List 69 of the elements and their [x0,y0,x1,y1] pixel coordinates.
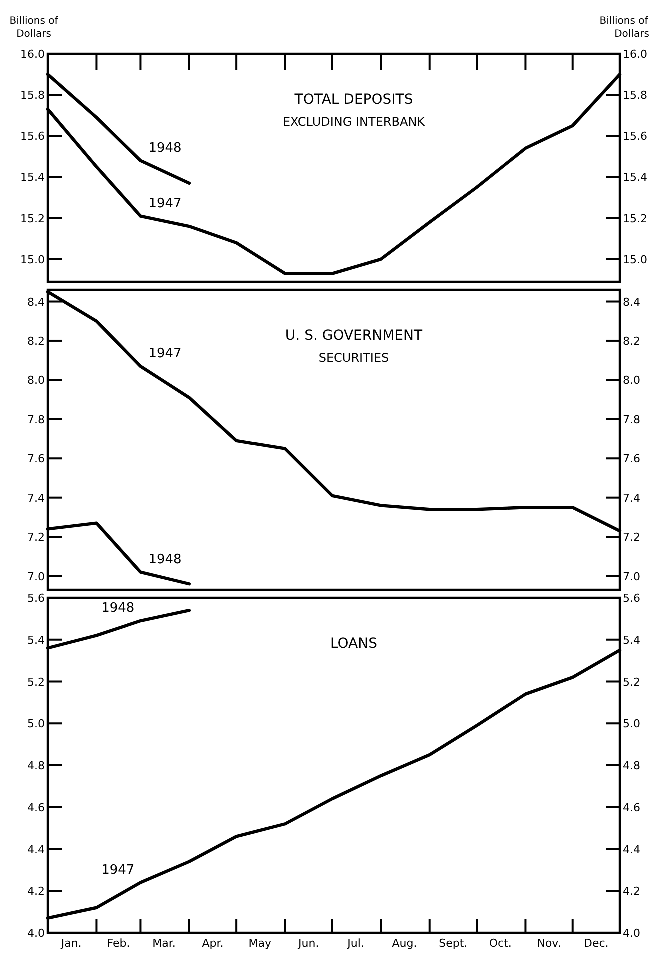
y2-tick-label: 15.2 [623,212,648,226]
y2-tick-label: 4.0 [623,927,640,940]
y2-tick-label: 15.6 [623,130,648,144]
y-tick-label: 8.4 [28,296,45,309]
series-label: 1947 [102,862,135,878]
series-label: 1948 [148,140,182,156]
y-tick-label: 15.0 [20,253,45,266]
y2-tick-label: 8.0 [623,374,640,388]
y-tick-label: 4.0 [28,927,45,940]
series-label: 1947 [148,196,182,212]
series-label: 1948 [102,601,135,616]
y2-tick-label: 7.0 [623,570,640,584]
y-tick-label: 7.2 [28,531,45,544]
y2-tick-label: 7.8 [623,413,640,426]
y-tick-label: 4.8 [28,760,45,772]
y-tick-label: 7.8 [28,413,45,426]
y-tick-label: 8.2 [28,334,45,348]
y-tick-label: 15.4 [20,171,45,184]
y-tick-label: 7.0 [28,570,45,584]
y-axis-title: Billions of Dollars [10,16,59,40]
y2-axis-title: Billions of Dollars [600,16,650,40]
x-tick-label: Apr. [202,937,224,950]
y2-tick-label: 4.4 [623,843,640,856]
y2-tick-label: 8.4 [623,296,640,309]
y2-tick-label: 15.4 [623,171,648,184]
y-tick-label: 5.4 [28,634,45,647]
y-tick-label: 5.2 [28,676,45,689]
x-tick-label: Mar. [152,937,176,950]
text: TOTAL DEPOSITS EXCLUDING INTERBANK [282,92,426,129]
text: U. S. GOVERNMENT SECURITIES [285,328,424,365]
y2-tick-label: 7.2 [623,531,640,544]
series-label: 1948 [148,552,182,568]
y-tick-label: 4.4 [28,843,45,856]
y2-tick-label: 5.0 [623,718,640,731]
y2-tick-label: 7.4 [623,492,640,505]
y2-tick-label: 15.8 [623,89,648,102]
y2-tick-label: 8.2 [623,334,640,348]
y-tick-label: 5.6 [28,592,45,605]
x-tick-label: May [248,937,272,950]
x-tick-label: Nov. [537,937,562,950]
y2-tick-label: 5.4 [623,634,640,647]
series-label: 1947 [148,346,182,362]
y-tick-label: 15.6 [20,130,45,144]
x-tick-label: Feb. [107,937,130,950]
y2-tick-label: 4.6 [623,801,640,814]
y2-tick-label: 4.8 [623,760,640,772]
y-tick-label: 7.6 [28,452,45,466]
y-tick-label: 4.6 [28,801,45,814]
x-tick-label: Sept. [439,937,468,950]
x-tick-label: Jan. [60,937,82,950]
y-tick-label: 8.0 [28,374,45,388]
y-tick-label: 15.2 [20,212,45,226]
x-tick-label: Dec. [584,937,609,950]
y2-tick-label: 4.2 [623,885,640,898]
y-tick-label: 7.4 [28,492,45,505]
x-tick-label: Oct. [489,937,512,950]
y2-tick-label: 5.2 [623,676,640,689]
y2-tick-label: 7.6 [623,452,640,466]
text: LOANS [330,636,378,652]
y2-tick-label: 15.0 [623,253,648,266]
y2-tick-label: 16.0 [623,48,648,61]
x-tick-label: Aug. [392,937,418,950]
y-tick-label: 16.0 [20,48,45,61]
y-tick-label: 5.0 [28,718,45,731]
y-tick-label: 15.8 [20,89,45,102]
x-tick-label: Jul. [346,937,364,950]
x-tick-label: Jun. [298,937,320,950]
y-tick-label: 4.2 [28,885,45,898]
y2-tick-label: 5.6 [623,592,640,605]
